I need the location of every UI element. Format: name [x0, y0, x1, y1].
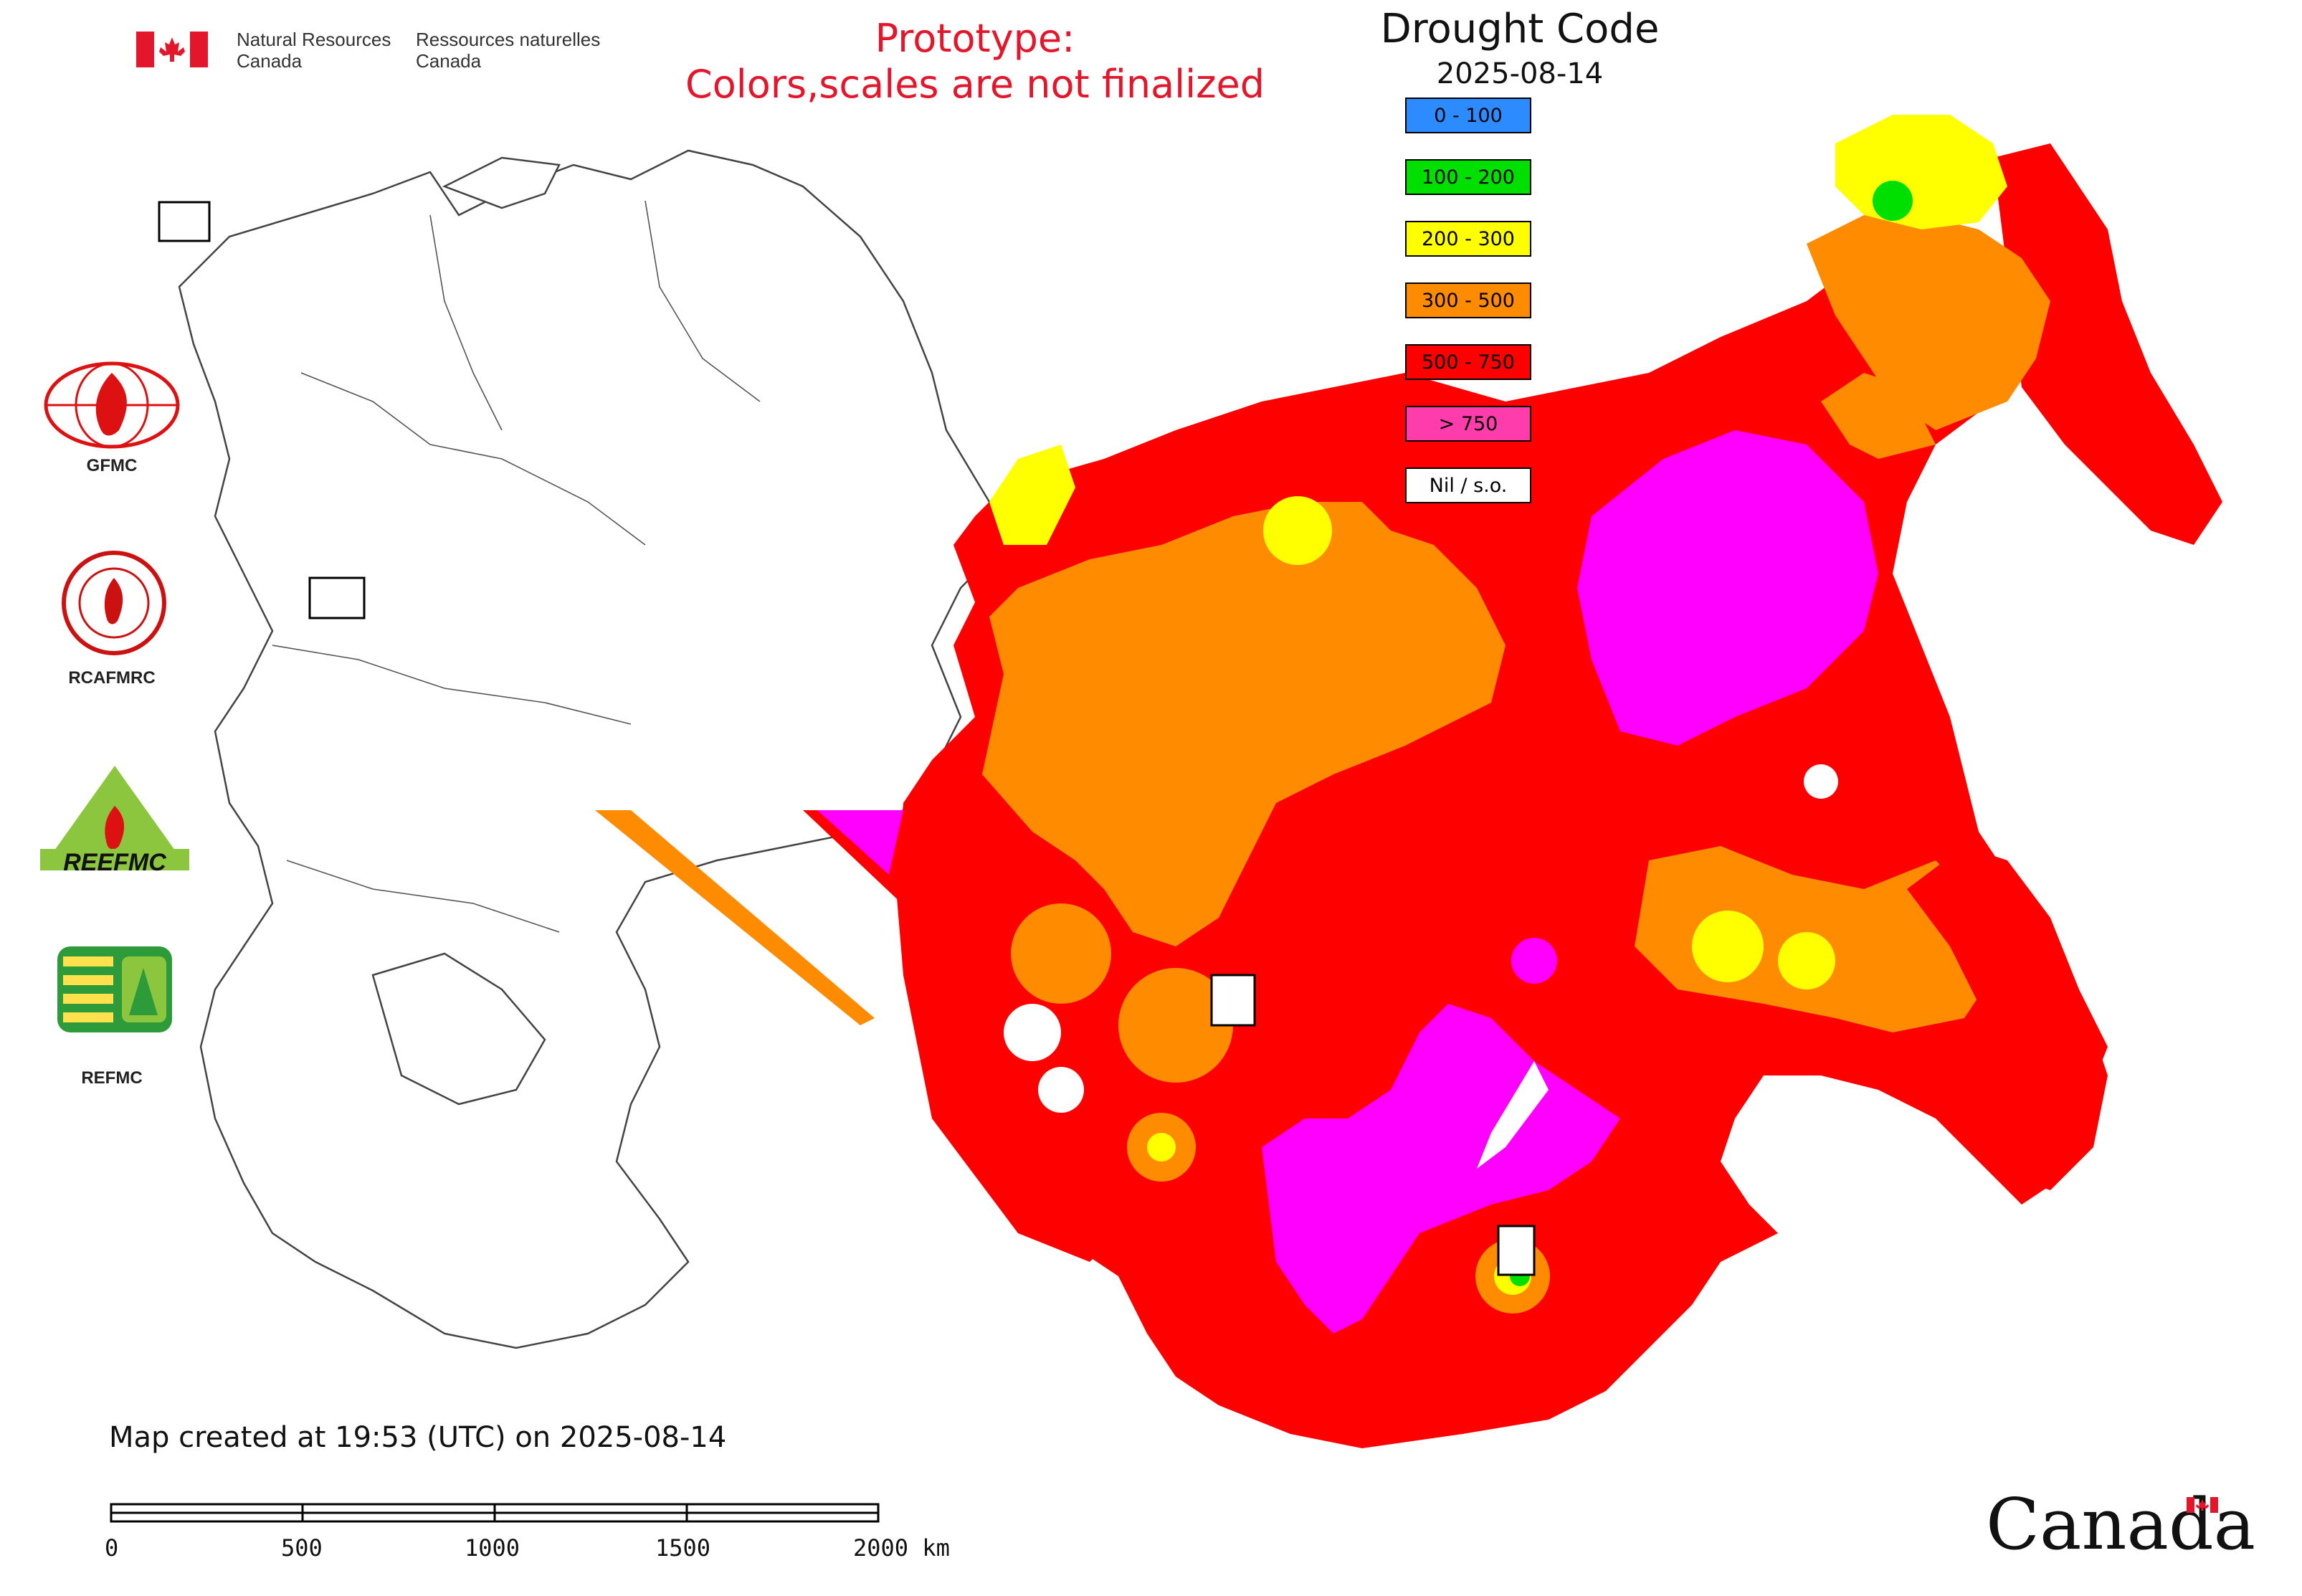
- department-name-fr: Ressources naturelles Canada: [416, 29, 600, 72]
- prototype-line2: Colors,scales are not finalized: [685, 62, 1265, 107]
- internal-border: [429, 214, 503, 431]
- logo-label-rcafmrc: RCAFMRC: [68, 668, 156, 688]
- legend-item-500-750: 500 - 750: [1405, 344, 1531, 380]
- western-land-outline: [178, 149, 1005, 1349]
- department-name-en-line2: Canada: [237, 50, 303, 72]
- scale-label: 500: [281, 1534, 323, 1562]
- internal-border: [286, 860, 560, 933]
- legend-item-0-100: 0 - 100: [1405, 98, 1531, 133]
- reefmc-marker: [308, 576, 366, 619]
- internal-border: [300, 372, 646, 546]
- northern-islands-outline: [442, 156, 561, 209]
- reefmc-triangle-icon: [40, 766, 189, 870]
- refmc-sigma-icon: [57, 946, 172, 1032]
- wordmark-flag-icon: [2187, 1497, 2218, 1513]
- legend-title: Drought Code: [1380, 6, 1660, 52]
- scale-label: 1500: [655, 1534, 711, 1562]
- legend-item-over-750: > 750: [1405, 406, 1531, 442]
- scale-bar: [110, 1503, 880, 1523]
- rcafmrc-seal-icon: [62, 551, 166, 655]
- rcafmrc-marker: [1497, 1225, 1536, 1276]
- reefmc-logo-text: REEFMC: [63, 849, 166, 876]
- legend-date: 2025-08-14: [1436, 57, 1604, 90]
- map-markers: [158, 201, 1536, 1276]
- department-name-en: Natural Resources Canada: [237, 29, 391, 72]
- legend-item-300-500: 300 - 500: [1405, 282, 1531, 318]
- legend-item-100-200: 100 - 200: [1405, 159, 1531, 195]
- logo-label-refmc: REFMC: [81, 1068, 143, 1088]
- drought-region: [896, 115, 2222, 1448]
- legend-item-nil: Nil / s.o.: [1405, 467, 1531, 503]
- gfmc-marker: [158, 201, 211, 242]
- department-name-en-line1: Natural Resources: [237, 29, 391, 50]
- department-name-fr-line1: Ressources naturelles: [416, 29, 601, 50]
- scale-label: 0: [105, 1534, 119, 1562]
- prototype-line1: Prototype:: [875, 16, 1075, 61]
- central-asia-outline: [371, 952, 546, 1106]
- streak-artifacts: [595, 810, 1104, 1262]
- logo-label-gfmc: GFMC: [86, 456, 138, 475]
- refmc-marker: [1210, 974, 1256, 1027]
- fire-leaf-globe-icon: [44, 361, 180, 449]
- internal-border: [645, 200, 761, 402]
- scale-label: 1000: [465, 1534, 520, 1562]
- legend-item-200-300: 200 - 300: [1405, 221, 1531, 257]
- map-created-timestamp: Map created at 19:53 (UTC) on 2025-08-14: [109, 1421, 727, 1454]
- internal-border: [272, 645, 632, 725]
- prototype-notice: Prototype: Colors,scales are not finaliz…: [617, 16, 1333, 108]
- scale-label: 2000 km: [853, 1534, 950, 1562]
- canada-flag-icon: [136, 32, 208, 67]
- department-name-fr-line2: Canada: [416, 50, 482, 72]
